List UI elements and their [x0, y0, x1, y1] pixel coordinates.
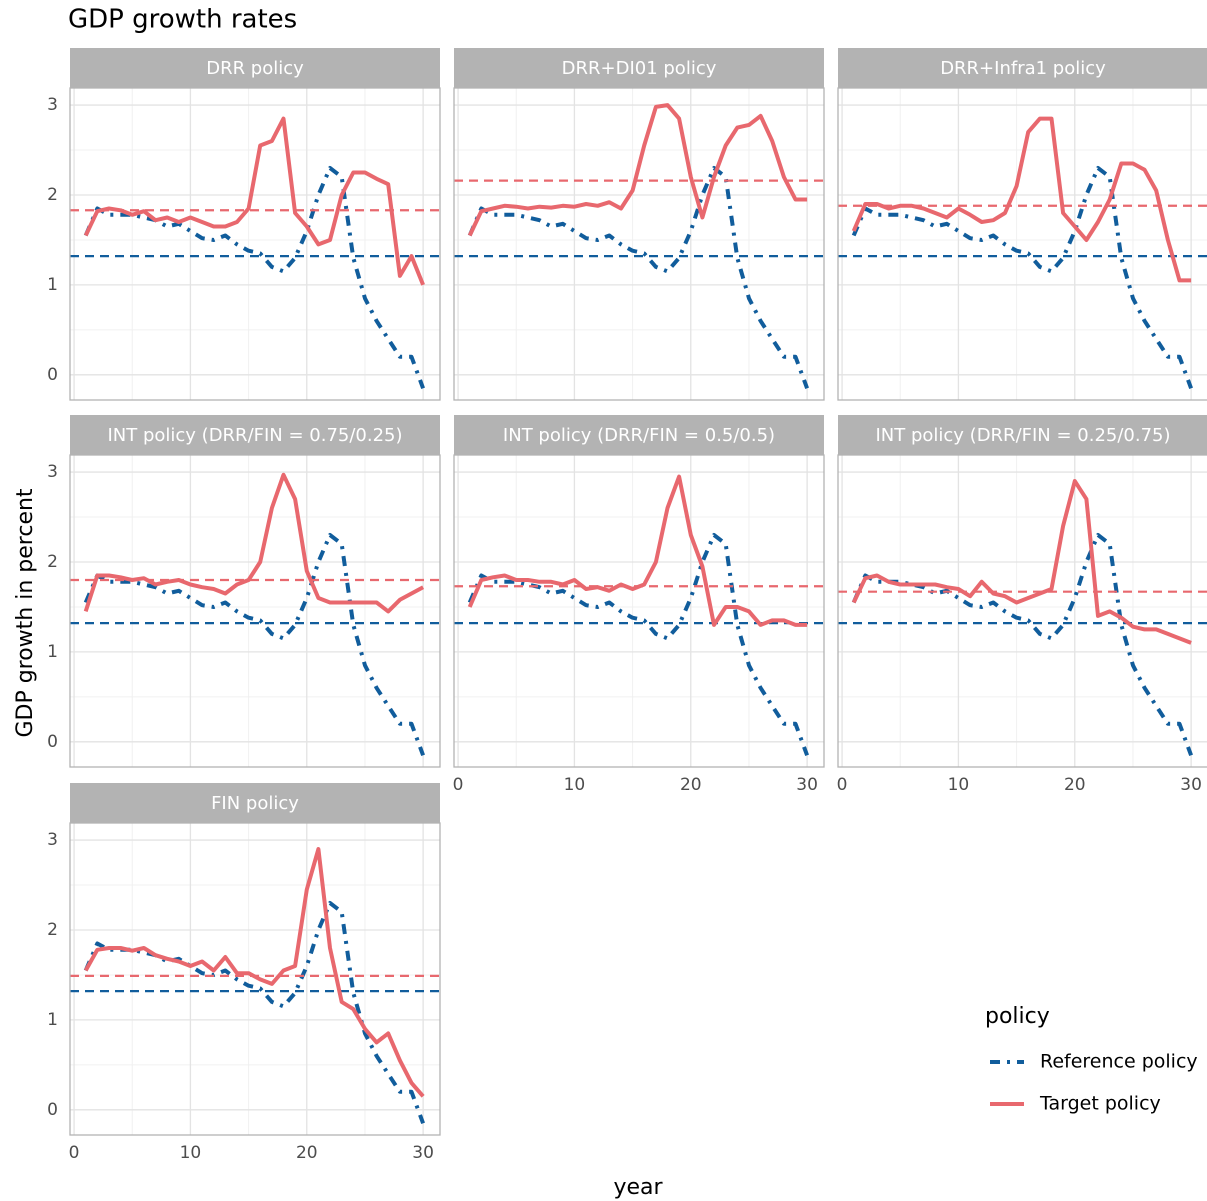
strip	[454, 415, 824, 455]
series-line	[467, 474, 808, 627]
panel-border	[69, 87, 441, 401]
series-line	[851, 166, 1193, 389]
panel-border	[837, 87, 1207, 401]
strip	[70, 783, 440, 823]
series-line	[467, 103, 808, 237]
x-tick-label: 30	[412, 1143, 434, 1163]
y-tick-label: 0	[47, 1100, 58, 1120]
legend-title: policy	[985, 1004, 1050, 1029]
panel-border	[69, 822, 441, 1136]
panel-border	[453, 87, 825, 401]
y-tick-label: 0	[47, 365, 58, 385]
y-tick-label: 0	[47, 732, 58, 752]
y-tick-label: 3	[47, 462, 58, 482]
y-tick-label: 2	[47, 920, 58, 940]
series-line	[83, 901, 425, 1124]
panel-border	[837, 454, 1207, 768]
y-tick-label: 3	[47, 830, 58, 850]
x-tick-label: 10	[180, 1143, 202, 1163]
panel-title: DRR+DI01 policy	[562, 58, 717, 79]
x-tick-label: 0	[69, 1143, 80, 1163]
y-tick-label: 3	[47, 95, 58, 115]
series-line	[83, 533, 425, 756]
y-tick-label: 2	[47, 552, 58, 572]
strip	[70, 48, 440, 88]
panel-title: INT policy (DRR/FIN = 0.75/0.25)	[107, 425, 402, 446]
series-line	[851, 116, 1192, 283]
panel-title: DRR policy	[206, 58, 304, 79]
series-line	[83, 116, 425, 286]
y-tick-label: 1	[47, 642, 58, 662]
x-tick-label: 0	[837, 775, 848, 795]
series-line	[83, 166, 425, 389]
x-tick-label: 30	[1180, 775, 1202, 795]
chart-title: GDP growth rates	[68, 5, 297, 35]
series-line	[467, 533, 809, 756]
series-line	[83, 847, 425, 1098]
legend-label: Reference policy	[1040, 1051, 1198, 1073]
x-tick-label: 10	[564, 775, 586, 795]
panel-title: INT policy (DRR/FIN = 0.5/0.5)	[503, 425, 775, 446]
y-tick-label: 2	[47, 185, 58, 205]
strip	[454, 48, 824, 88]
strip	[70, 415, 440, 455]
strip	[838, 48, 1207, 88]
series-line	[851, 533, 1193, 756]
x-tick-label: 0	[453, 775, 464, 795]
panel-title: INT policy (DRR/FIN = 0.25/0.75)	[875, 425, 1170, 446]
y-tick-label: 1	[47, 275, 58, 295]
x-tick-label: 30	[796, 775, 818, 795]
x-axis-label: year	[613, 1175, 663, 1200]
series-line	[467, 166, 809, 389]
y-tick-label: 1	[47, 1010, 58, 1030]
x-tick-label: 20	[296, 1143, 318, 1163]
panel-title: FIN policy	[211, 793, 299, 814]
panel-title: DRR+Infra1 policy	[940, 58, 1106, 79]
series-line	[851, 479, 1192, 645]
panel-border	[453, 454, 825, 768]
legend-label: Target policy	[1039, 1093, 1161, 1115]
x-tick-label: 20	[1064, 775, 1086, 795]
x-tick-label: 10	[948, 775, 970, 795]
strip	[838, 415, 1207, 455]
series-line	[83, 472, 425, 614]
y-axis-label: GDP growth in percent	[13, 488, 38, 737]
panel-border	[69, 454, 441, 768]
x-tick-label: 20	[680, 775, 702, 795]
